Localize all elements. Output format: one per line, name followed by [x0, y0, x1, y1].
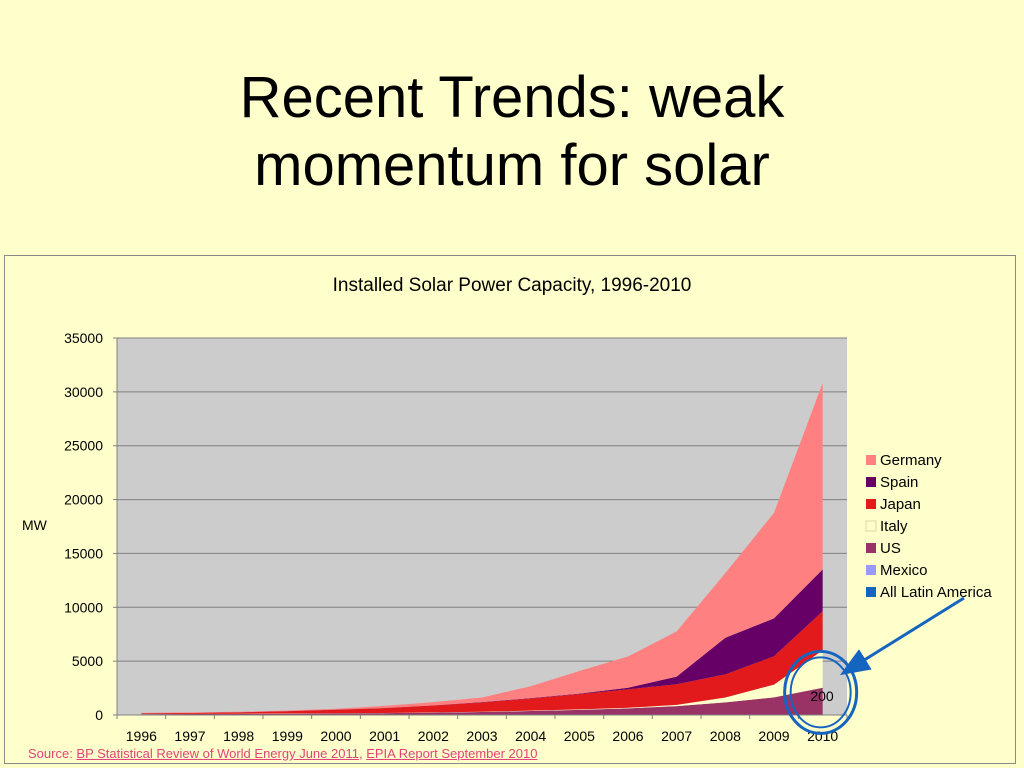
y-tick-label: 10000	[64, 599, 103, 615]
legend-label-japan: Japan	[880, 496, 921, 513]
legend-swatch-japan	[866, 499, 876, 509]
source-prefix: Source:	[28, 746, 77, 761]
x-tick-label: 2004	[515, 728, 546, 744]
highlight-circle	[783, 649, 859, 735]
x-tick-label: 2009	[758, 728, 789, 744]
y-tick-label: 0	[95, 707, 103, 723]
legend-swatch-spain	[866, 477, 876, 487]
slide-title: Recent Trends: weak momentum for solar	[112, 64, 912, 200]
x-tick-label: 2008	[710, 728, 741, 744]
chart-title: Installed Solar Power Capacity, 1996-201…	[333, 275, 692, 296]
legend-swatch-all-latin-america	[866, 587, 876, 597]
legend-label-all-latin-america: All Latin America	[880, 584, 992, 601]
x-tick-label: 2003	[466, 728, 497, 744]
source-separator: ,	[358, 746, 367, 761]
y-tick-label: 20000	[64, 492, 103, 508]
source-link-bp[interactable]: BP Statistical Review of World Energy Ju…	[76, 746, 359, 761]
y-axis-label: MW	[22, 517, 48, 533]
x-tick-label: 2000	[320, 728, 351, 744]
title-line-2: momentum for solar	[254, 133, 770, 198]
x-tick-label: 2001	[369, 728, 400, 744]
legend-label-us: US	[880, 540, 901, 557]
area-series-japan	[141, 611, 823, 714]
highlight-circle-inner	[789, 656, 852, 729]
legend-label-spain: Spain	[880, 474, 918, 491]
source-note: Source: BP Statistical Review of World E…	[28, 746, 537, 761]
legend-label-mexico: Mexico	[880, 562, 928, 579]
title-line-1: Recent Trends: weak	[239, 65, 785, 130]
x-tick-label: 1998	[223, 728, 254, 744]
source-link-epia[interactable]: EPIA Report September 2010	[366, 746, 538, 761]
x-tick-label: 1999	[272, 728, 303, 744]
x-tick-label: 2006	[612, 728, 643, 744]
y-tick-label: 15000	[64, 545, 103, 561]
legend-swatch-italy	[865, 520, 877, 532]
y-tick-label: 25000	[64, 438, 103, 454]
legend-swatch-mexico	[866, 565, 876, 575]
y-tick-label: 35000	[64, 330, 103, 346]
area-series-us	[141, 687, 823, 715]
x-tick-label: 1997	[174, 728, 205, 744]
y-tick-label: 5000	[72, 653, 103, 669]
legend-swatch-germany	[866, 455, 876, 465]
x-tick-label: 2005	[564, 728, 595, 744]
x-tick-label: 1996	[126, 728, 157, 744]
legend-label-germany: Germany	[880, 452, 942, 469]
legend-label-italy: Italy	[880, 518, 908, 535]
y-tick-label: 30000	[64, 384, 103, 400]
x-tick-label: 2007	[661, 728, 692, 744]
annotation-label: 200	[810, 688, 834, 704]
annotation-arrow	[839, 596, 965, 676]
legend-swatch-us	[866, 543, 876, 553]
x-tick-label: 2002	[418, 728, 449, 744]
